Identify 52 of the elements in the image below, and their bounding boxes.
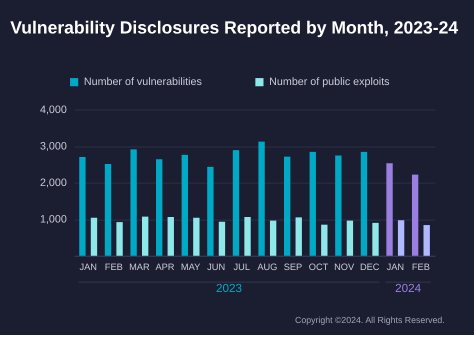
bar (424, 225, 430, 256)
bar (90, 218, 98, 256)
x-tick-label: JUL (234, 262, 250, 272)
bar (79, 157, 86, 256)
x-tick-label: JUN (207, 262, 226, 272)
bar (386, 163, 393, 256)
text: Copyright ©2024. All Rights Reserved. (295, 315, 445, 326)
bar (296, 217, 302, 256)
y-tick-label: 2,000 (40, 177, 67, 190)
text: 2024 (395, 282, 422, 295)
bar (360, 152, 368, 256)
x-tick-label: MAR (129, 262, 150, 272)
bar (232, 150, 240, 256)
x-tick-label: NOV (334, 262, 355, 272)
y-tick-label: 3,000 (40, 140, 67, 152)
x-tick-label: FEB (104, 262, 123, 272)
bar (130, 149, 137, 256)
bar (182, 154, 188, 256)
bar (168, 216, 174, 256)
bar (193, 218, 200, 256)
bar (412, 174, 418, 256)
text: 2023 (216, 282, 242, 295)
y-tick-label: 4,000 (40, 104, 67, 116)
bar (104, 164, 112, 256)
chart-title: Vulnerability Disclosures Reported by Month, 2023-24 (10, 17, 458, 38)
bar (284, 156, 290, 256)
bar (244, 216, 251, 256)
x-tick-label: SEP (284, 262, 302, 272)
bar (270, 220, 276, 256)
bar (218, 222, 226, 256)
x-tick-label: DEC (360, 262, 380, 272)
legend-label: Number of vulnerabilities (84, 76, 202, 88)
bar (398, 220, 404, 256)
x-tick-label: FEB (412, 262, 430, 272)
x-tick-label: OCT (308, 262, 329, 272)
x-tick-label: JAN (386, 262, 404, 272)
legend-label: Number of public exploits (269, 76, 390, 88)
bar (156, 159, 162, 256)
x-tick-label: AUG (257, 262, 278, 272)
bar (310, 152, 316, 256)
bar (116, 222, 123, 256)
x-tick-label: MAY (180, 262, 200, 272)
x-tick-label: JAN (79, 262, 97, 272)
bar (335, 156, 342, 256)
bar (321, 224, 328, 256)
bar (372, 222, 379, 256)
bar (142, 216, 148, 256)
x-tick-label: APR (155, 262, 175, 272)
y-tick-label: 1,000 (40, 214, 67, 226)
bar (207, 166, 214, 256)
bar (346, 220, 354, 256)
bar (258, 142, 265, 256)
